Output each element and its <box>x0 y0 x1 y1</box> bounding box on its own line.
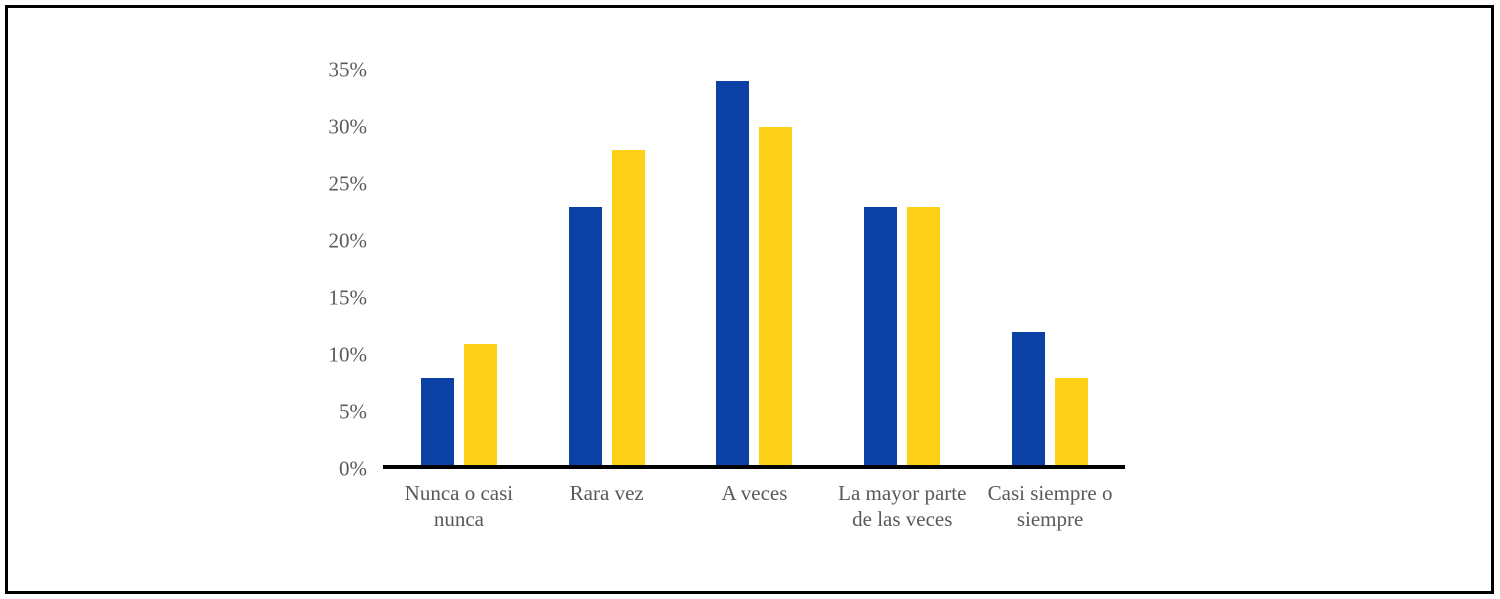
y-tick-label: 35% <box>328 57 368 82</box>
x-axis-category-label: Nunca o casi nunca <box>404 481 514 531</box>
y-tick-label: 0% <box>339 456 367 481</box>
bar-group <box>681 70 829 469</box>
bar-serie-amarilla <box>1055 377 1089 469</box>
y-tick-label: 15% <box>328 285 368 310</box>
x-axis-line <box>383 465 1125 469</box>
x-axis-category-labels: Nunca o casi nunca Rara vez A veces La mayo… <box>385 480 1124 532</box>
y-tick-label: 10% <box>328 342 368 367</box>
x-axis-category-label: La mayor parte de las veces <box>838 481 967 531</box>
bar-group <box>533 70 681 469</box>
bar-serie-azul <box>716 81 750 469</box>
bar-group <box>385 70 533 469</box>
x-axis-category-label: A veces <box>721 481 788 505</box>
x-axis-category-label: Rara vez <box>569 481 644 505</box>
y-axis-tick-labels: 0% 5% 10% 15% 20% 25% 30% 35% <box>0 59 368 479</box>
x-axis-category-label: Casi siempre o siempre <box>987 481 1113 531</box>
bar-serie-amarilla <box>463 343 497 469</box>
bar-serie-amarilla <box>611 149 645 469</box>
bar-serie-amarilla <box>759 127 793 469</box>
plot-area <box>385 70 1124 469</box>
y-tick-label: 30% <box>328 114 368 139</box>
figure-border <box>5 5 1494 594</box>
bar-serie-azul <box>568 206 602 469</box>
bar-serie-azul <box>1012 332 1046 469</box>
bar-group <box>828 70 976 469</box>
bar-group <box>976 70 1124 469</box>
y-tick-label: 20% <box>328 228 368 253</box>
bar-serie-azul <box>420 377 454 469</box>
y-tick-label: 25% <box>328 171 368 196</box>
bar-serie-azul <box>864 206 898 469</box>
y-tick-label: 5% <box>339 399 367 424</box>
bar-serie-amarilla <box>907 206 941 469</box>
